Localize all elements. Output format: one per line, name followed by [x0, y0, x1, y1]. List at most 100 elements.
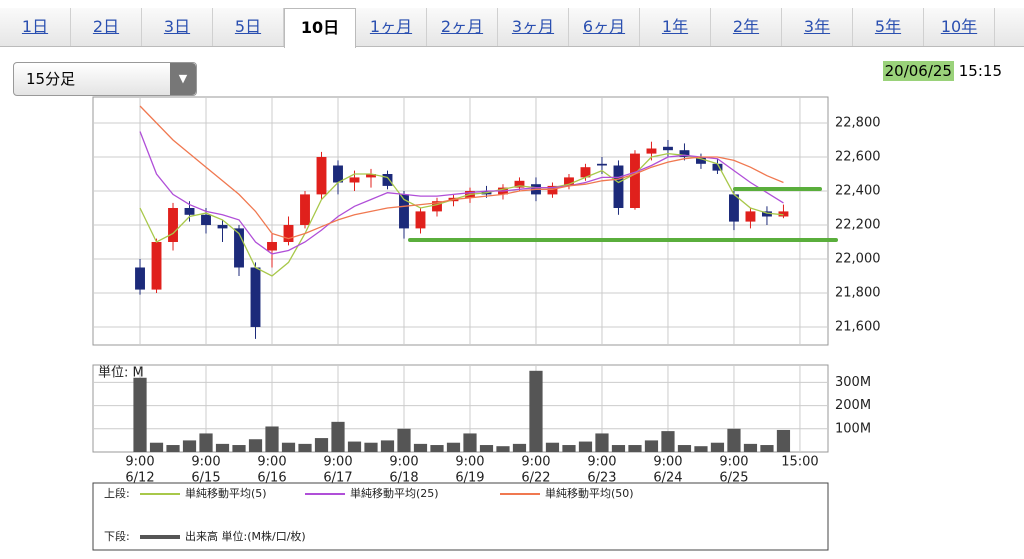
x-tick-label: 6/15: [191, 471, 220, 486]
moving-average: [139, 152, 784, 277]
candle-body: [300, 194, 310, 225]
tab[interactable]: 2ヶ月: [427, 8, 498, 46]
candle-body: [778, 211, 789, 217]
x-tick-label: 9:00: [323, 455, 352, 470]
volume-bar: [595, 433, 609, 452]
volume-bar: [364, 442, 378, 452]
candle-body: [564, 177, 574, 186]
volume-bar: [496, 446, 510, 452]
interval-select[interactable]: 15分足 ▼: [13, 62, 197, 96]
volume-bar: [347, 441, 362, 452]
volume-bar: [199, 433, 213, 452]
tab[interactable]: 5年: [853, 8, 924, 46]
candle-body: [135, 267, 145, 290]
legend-entry: 単純移動平均(5): [185, 486, 267, 500]
volume-frame: [92, 364, 829, 453]
volume-bar: [397, 428, 411, 452]
moving-average: [139, 105, 784, 240]
volume-bar: [166, 445, 180, 452]
candle-body: [234, 228, 244, 268]
tab[interactable]: 2日: [71, 8, 142, 46]
volume-bar: [265, 426, 279, 452]
y-tick-label: 300M: [835, 375, 871, 390]
tab[interactable]: 6ヶ月: [569, 8, 640, 46]
volume-bar: [628, 445, 642, 452]
x-tick-label: 15:00: [781, 455, 818, 470]
x-tick-label: 9:00: [191, 455, 220, 470]
y-tick-label: 21,800: [835, 285, 881, 300]
price-frame: [92, 96, 829, 346]
tab[interactable]: 10日: [284, 8, 356, 48]
volume-bar: [529, 370, 543, 452]
volume-bar: [727, 428, 741, 452]
candle-body: [201, 214, 211, 225]
y-tick-label: 21,600: [835, 319, 881, 334]
candle-body: [151, 241, 162, 290]
volume-bar: [182, 440, 197, 452]
volume-bar: [760, 445, 774, 452]
date: 20/06/25: [882, 61, 954, 81]
tab[interactable]: 10年: [924, 8, 995, 46]
volume-bar: [413, 443, 428, 452]
legend-entry: 単純移動平均(25): [350, 486, 439, 500]
select-arrow: ▼: [170, 63, 196, 95]
x-tick-label: 6/16: [257, 471, 286, 486]
legend-entry: 単純移動平均(50): [545, 486, 634, 500]
tab[interactable]: 5日: [213, 8, 284, 46]
volume-bar: [677, 445, 692, 452]
legend-label: 上段:: [104, 486, 130, 500]
volume-bar: [611, 445, 626, 452]
candle-body: [547, 185, 558, 195]
timestamp: 20/06/25 15:15: [882, 61, 1002, 81]
volume-bar: [661, 431, 675, 452]
candle-body: [316, 157, 327, 195]
y-tick-label: 22,800: [835, 116, 881, 131]
tab[interactable]: 1年: [640, 8, 711, 46]
volume-bar: [512, 443, 527, 452]
x-tick-label: 6/25: [719, 471, 748, 486]
x-tick-label: 9:00: [719, 455, 748, 470]
volume-bar: [298, 443, 312, 452]
candle-body: [415, 211, 426, 229]
candle-body: [399, 194, 409, 229]
candle-body: [597, 163, 607, 166]
candle-body: [217, 224, 228, 229]
tab[interactable]: 3日: [142, 8, 213, 46]
candle-body: [663, 146, 673, 151]
volume-bar: [694, 446, 708, 452]
volume-bar: [710, 442, 725, 452]
tab[interactable]: 1日: [0, 8, 71, 46]
volume-unit: 単位: M: [98, 365, 144, 381]
tab[interactable]: 3年: [782, 8, 853, 46]
x-tick-label: 9:00: [521, 455, 550, 470]
candle-body: [250, 267, 261, 327]
x-tick-label: 6/23: [587, 471, 616, 486]
time: 15:15: [958, 62, 1002, 80]
x-tick-label: 9:00: [125, 455, 154, 470]
candle-body: [349, 177, 360, 183]
volume-bar: [149, 442, 164, 452]
x-tick-label: 9:00: [455, 455, 484, 470]
candle-body: [712, 163, 723, 171]
volume-bar: [248, 439, 263, 452]
tab[interactable]: 2年: [711, 8, 782, 46]
y-tick-label: 22,200: [835, 217, 881, 232]
y-tick-label: 22,000: [835, 251, 881, 266]
volume-bar: [463, 433, 477, 452]
volume-bar: [430, 445, 444, 452]
select-text: 15分足: [26, 70, 76, 88]
volume-bar: [215, 443, 230, 452]
volume-bar: [380, 440, 395, 452]
volume-bar: [232, 445, 246, 452]
tab[interactable]: 1ヶ月: [356, 8, 427, 46]
x-tick-label: 9:00: [587, 455, 616, 470]
volume-bar: [133, 377, 147, 452]
legend-label: 下段:: [104, 529, 130, 543]
volume-bar: [314, 438, 329, 452]
volume-bar: [479, 445, 494, 452]
volume-bar: [331, 421, 345, 452]
x-tick-label: 6/24: [653, 471, 682, 486]
candle-body: [745, 211, 756, 222]
candle-body: [366, 174, 376, 178]
tab[interactable]: 3ヶ月: [498, 8, 569, 46]
